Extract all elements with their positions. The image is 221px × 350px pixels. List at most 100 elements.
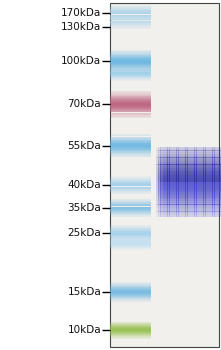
Bar [185,211,188,214]
Bar [219,211,221,214]
Bar [110,216,151,217]
Bar [176,178,179,180]
Bar [210,187,213,189]
Text: 10kDa: 10kDa [68,325,101,335]
Bar [110,147,151,148]
Bar [176,192,179,194]
Bar [203,189,206,191]
Bar [201,187,204,189]
Bar [219,175,221,177]
Bar [198,211,201,214]
Bar [187,203,190,205]
Bar [192,147,195,149]
Bar [160,182,163,184]
Bar [185,159,188,161]
Bar [110,138,151,139]
Bar [154,185,156,187]
Bar [208,149,210,150]
Bar [176,154,179,156]
Bar [214,152,217,154]
Bar [203,187,206,189]
Bar [165,154,168,156]
Bar [167,175,170,177]
Bar [110,238,151,239]
Bar [169,178,172,180]
Bar [190,149,192,150]
Text: 55kDa: 55kDa [67,141,101,151]
Bar [110,136,151,137]
Bar [208,156,210,158]
Bar [210,196,213,198]
Bar [178,211,181,214]
Bar [196,180,199,182]
Bar [217,176,219,178]
Bar [158,190,161,192]
Bar [160,199,163,201]
Bar [169,190,172,192]
Bar [110,338,151,339]
Bar [190,161,192,163]
Bar [190,162,192,164]
Bar [185,175,188,177]
Bar [181,204,183,206]
Bar [210,192,213,194]
Bar [196,196,199,198]
Bar [110,22,151,23]
Bar [210,183,213,186]
Bar [190,187,192,189]
Bar [110,50,151,51]
Bar [185,206,188,208]
Bar [171,166,174,168]
Bar [110,99,151,100]
Bar [156,173,159,175]
Bar [171,189,174,191]
Bar [208,150,210,152]
Bar [198,149,201,150]
Bar [210,190,213,192]
Bar [110,213,151,214]
Bar [214,183,217,186]
Bar [156,185,159,187]
Bar [171,149,174,150]
Bar [181,156,183,158]
Bar [198,180,201,182]
Bar [208,211,210,214]
Bar [156,206,159,208]
Bar [181,203,183,205]
Bar [214,194,217,196]
Bar [196,175,199,177]
Bar [201,176,204,178]
Bar [196,215,199,217]
Bar [165,190,168,192]
Bar [174,156,177,158]
Bar [169,152,172,154]
Bar [203,150,206,152]
Bar [156,213,159,215]
Bar [178,159,181,161]
Bar [110,145,151,146]
Bar [167,168,170,170]
Bar [183,164,186,166]
Bar [201,180,204,182]
Bar [169,192,172,194]
Bar [110,322,151,323]
Bar [181,197,183,199]
Bar [158,185,161,187]
Bar [205,190,208,192]
Bar [163,182,165,184]
Bar [219,158,221,159]
Bar [194,210,197,212]
Bar [169,185,172,187]
Bar [167,201,170,203]
Bar [183,173,186,175]
Bar [194,196,197,198]
Bar [110,215,151,216]
Bar [174,201,177,203]
Bar [214,154,217,156]
Bar [160,176,163,178]
Bar [110,56,151,57]
Bar [208,164,210,166]
Bar [110,239,151,240]
Bar [214,206,217,208]
Bar [158,147,161,149]
